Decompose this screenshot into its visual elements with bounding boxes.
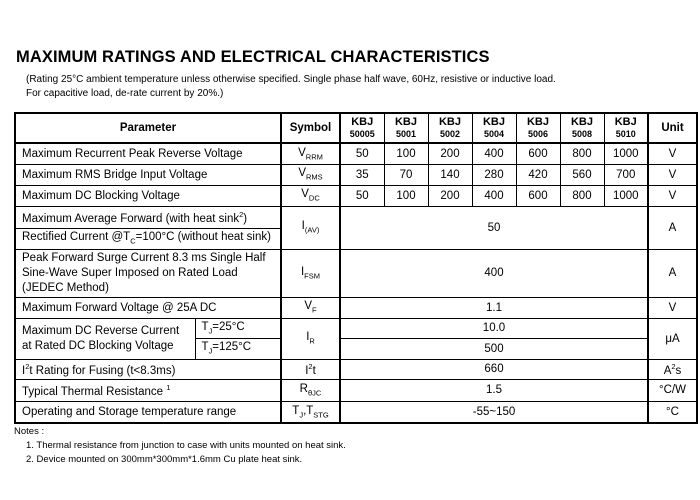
symbol-cell: RθJC <box>280 378 341 402</box>
value-cell: 400 <box>339 248 649 298</box>
unit-cell: A <box>647 248 698 298</box>
value-cell: 200 <box>427 184 473 207</box>
parameter-cell: Maximum DC Blocking Voltage <box>14 184 282 207</box>
unit-cell: °C <box>647 400 698 424</box>
unit-cell: μA <box>647 317 698 360</box>
unit-cell: V <box>647 163 698 186</box>
value-cell: 70 <box>383 163 429 186</box>
value-cell: 10.0 <box>339 317 649 339</box>
note-item: 2. Device mounted on 300mm*300mm*1.6mm C… <box>26 454 303 465</box>
notes-heading: Notes : <box>14 426 45 437</box>
model-header: KBJ 5001 <box>383 112 429 144</box>
unit-cell: A <box>647 205 698 250</box>
model-header: KBJ 5006 <box>515 112 561 144</box>
condition-cell: TJ=125°C <box>194 337 282 360</box>
symbol-cell: VF <box>280 296 341 319</box>
symbol-cell: I(AV) <box>280 205 341 250</box>
value-cell: 140 <box>427 163 473 186</box>
value-cell: 600 <box>515 184 561 207</box>
table-row: Maximum DC Reverse Current at Rated DC Bl… <box>14 317 698 360</box>
value-cell: 50 <box>339 142 385 165</box>
value-cell: 660 <box>339 358 649 380</box>
unit-cell: V <box>647 296 698 319</box>
parameter-cell: Maximum RMS Bridge Input Voltage <box>14 163 282 186</box>
derating-note: For capacitive load, de-rate current by … <box>26 88 224 99</box>
value-cell: 560 <box>559 163 605 186</box>
value-cell: 700 <box>603 163 649 186</box>
value-cell: 1.5 <box>339 378 649 402</box>
value-cell: 50 <box>339 184 385 207</box>
symbol-cell: I2t <box>280 358 341 380</box>
value-cell: 35 <box>339 163 385 186</box>
value-cell: 800 <box>559 142 605 165</box>
symbol-cell: IR <box>280 317 341 360</box>
value-cell: 800 <box>559 184 605 207</box>
value-cell: 400 <box>471 142 517 165</box>
parameter-cell: Maximum DC Reverse Current at Rated DC Bl… <box>14 317 196 360</box>
condition-cell: TJ=25°C <box>194 317 282 339</box>
value-cell: 1000 <box>603 142 649 165</box>
parameter-cell: Maximum Average Forward (with heat sink2… <box>14 205 282 229</box>
table-row: I2t Rating for Fusing (t<8.3ms) I2t 660 … <box>14 358 698 380</box>
value-cell: 100 <box>383 142 429 165</box>
parameter-cell: Maximum Recurrent Peak Reverse Voltage <box>14 142 282 165</box>
rating-conditions: (Rating 25°C ambient temperature unless … <box>26 74 556 85</box>
table-row: Operating and Storage temperature range … <box>14 400 698 424</box>
value-cell: -55~150 <box>339 400 649 424</box>
value-cell: 100 <box>383 184 429 207</box>
value-cell: 600 <box>515 142 561 165</box>
model-header: KBJ 5010 <box>603 112 649 144</box>
table-header-row: Parameter Symbol KBJ 50005 KBJ 5001 KBJ 500… <box>14 112 698 144</box>
page-title: MAXIMUM RATINGS AND ELECTRICAL CHARACTER… <box>16 48 490 66</box>
value-cell: 400 <box>471 184 517 207</box>
note-item: 1. Thermal resistance from junction to c… <box>26 440 346 451</box>
symbol-cell: VDC <box>280 184 341 207</box>
model-header: KBJ 5008 <box>559 112 605 144</box>
value-cell: 1000 <box>603 184 649 207</box>
table-row: Typical Thermal Resistance 1 RθJC 1.5 °C… <box>14 378 698 402</box>
unit-cell: °C/W <box>647 378 698 402</box>
ratings-table: Parameter Symbol KBJ 50005 KBJ 5001 KBJ 500… <box>14 112 698 424</box>
table-row: Rectified Current @TC=100°C (without hea… <box>14 227 697 250</box>
parameter-cell: Maximum Forward Voltage @ 25A DC <box>14 296 282 319</box>
unit-cell: A2s <box>647 358 698 380</box>
table-row: Maximum Average Forward (with heat sink2… <box>14 205 698 250</box>
value-cell: 280 <box>471 163 517 186</box>
model-header: KBJ 5004 <box>471 112 517 144</box>
symbol-cell: IFSM <box>280 248 341 298</box>
symbol-cell: TJ,TSTG <box>280 400 341 424</box>
table-row: Maximum RMS Bridge Input Voltage VRMS 35… <box>14 163 698 186</box>
model-header: KBJ 5002 <box>427 112 473 144</box>
symbol-cell: VRRM <box>280 142 341 165</box>
value-cell: 420 <box>515 163 561 186</box>
value-cell: 500 <box>339 337 649 360</box>
table-row: Maximum Forward Voltage @ 25A DC VF 1.1 … <box>14 296 698 319</box>
symbol-header: Symbol <box>280 112 341 144</box>
value-cell: 1.1 <box>339 296 649 319</box>
model-header: KBJ 50005 <box>339 112 385 144</box>
parameter-cell: Typical Thermal Resistance 1 <box>14 378 282 402</box>
parameter-cell: Operating and Storage temperature range <box>14 400 282 424</box>
parameter-cell: Rectified Current @TC=100°C (without hea… <box>14 227 282 250</box>
unit-header: Unit <box>647 112 698 144</box>
value-cell: 200 <box>427 142 473 165</box>
table-row: Peak Forward Surge Current 8.3 ms Single… <box>14 248 698 298</box>
value-cell: 50 <box>339 205 649 250</box>
table-row: Maximum Recurrent Peak Reverse Voltage V… <box>14 142 698 165</box>
symbol-cell: VRMS <box>280 163 341 186</box>
parameter-header: Parameter <box>14 112 282 144</box>
unit-cell: V <box>647 184 698 207</box>
unit-cell: V <box>647 142 698 165</box>
parameter-cell: I2t Rating for Fusing (t<8.3ms) <box>14 358 282 380</box>
parameter-cell: Peak Forward Surge Current 8.3 ms Single… <box>14 248 282 298</box>
table-row: Maximum DC Blocking Voltage VDC 50 100 2… <box>14 184 698 207</box>
